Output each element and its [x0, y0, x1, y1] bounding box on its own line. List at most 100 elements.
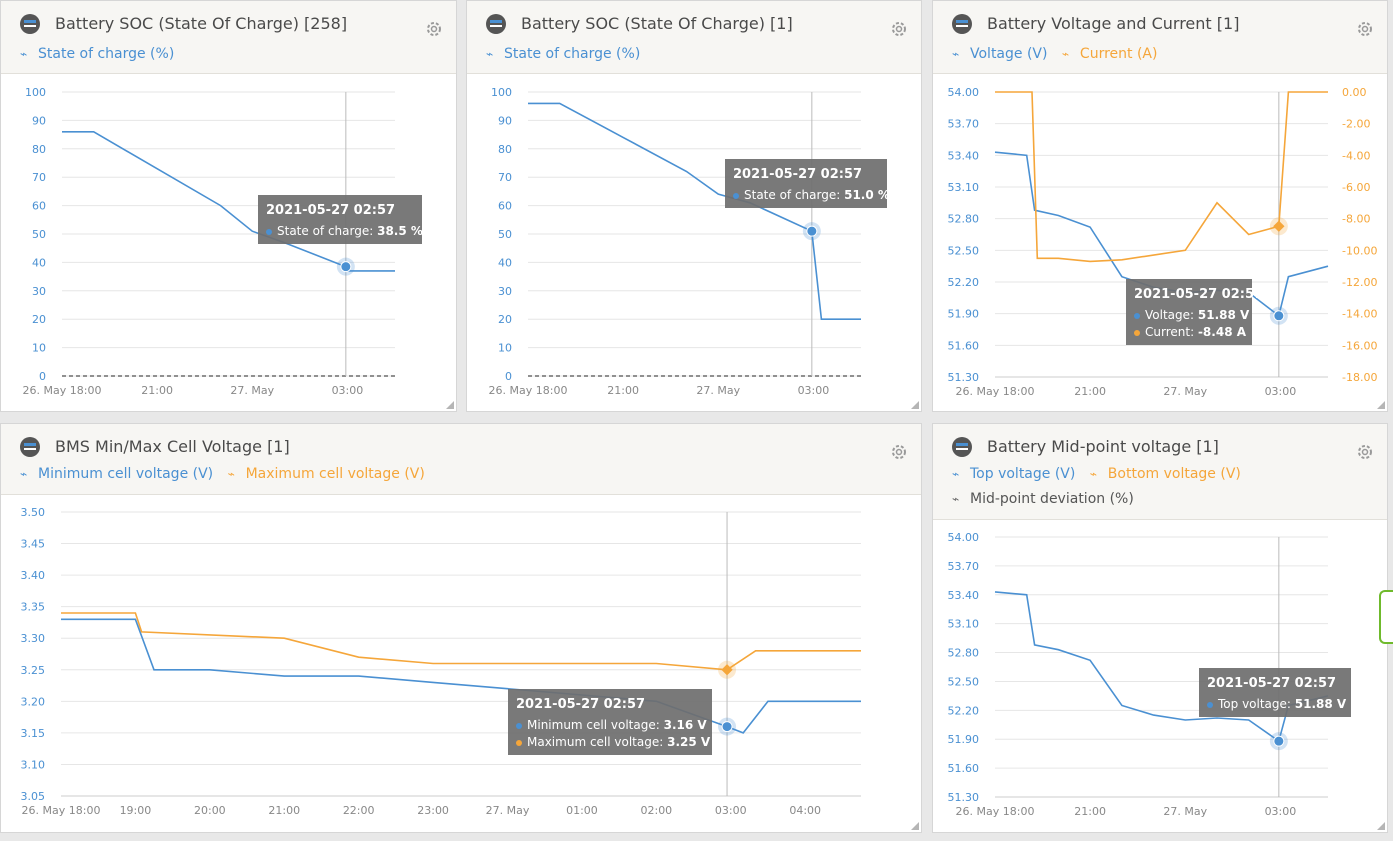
line-series-icon: ⌁	[952, 47, 960, 61]
gear-icon[interactable]	[890, 443, 908, 461]
chart-tooltip: 2021-05-27 02:57 State of charge: 38.5 %	[258, 195, 423, 244]
tooltip-value: -8.48 A	[1197, 325, 1247, 339]
x-tick-label: 19:00	[120, 804, 152, 817]
chart-area: 3.50 3.45 3.40 3.35 3.30 3.25 3.20 3.15 3.10 3.05…	[21, 506, 861, 817]
line-series-icon: ⌁	[227, 467, 235, 481]
resize-handle[interactable]	[911, 401, 919, 409]
x-tick-label: 03:00	[715, 804, 747, 817]
gear-icon[interactable]	[1356, 20, 1374, 38]
victron-logo-icon	[20, 14, 40, 34]
line-series-icon: ⌁	[1061, 47, 1070, 61]
legend-item[interactable]: ⌁ Current (A)	[1062, 46, 1158, 62]
legend-item[interactable]: ⌁ Top voltage (V)	[952, 466, 1075, 482]
y-tick-label: 52.80	[948, 647, 980, 660]
resize-handle[interactable]	[1377, 822, 1385, 830]
legend-item[interactable]: ⌁ Voltage (V)	[952, 46, 1047, 62]
legend-label: Mid-point deviation (%)	[970, 491, 1134, 507]
gear-icon[interactable]	[890, 20, 908, 38]
legend-item[interactable]: ⌁ State of charge (%)	[20, 46, 174, 62]
y-tick-label: 52.50	[948, 244, 980, 257]
y-tick-label: 3.25	[21, 664, 46, 677]
tooltip-time: 2021-05-27 02:57	[266, 203, 396, 218]
series-dot-icon	[1134, 329, 1140, 336]
y-tick-label: 70	[32, 171, 46, 184]
resize-handle[interactable]	[446, 401, 454, 409]
y-tick-label: 3.10	[21, 758, 46, 771]
y-tick-label: 3.40	[21, 569, 46, 582]
x-tick-label: 26. May 18:00	[956, 805, 1035, 818]
victron-logo-icon	[20, 437, 40, 457]
hover-marker	[1273, 735, 1285, 747]
series-line	[994, 591, 1329, 743]
side-feedback-tab[interactable]	[1379, 590, 1393, 644]
y2-tick-label: -4.00	[1342, 149, 1370, 162]
tooltip-time: 2021-05-27 02:57	[1134, 287, 1264, 302]
y-tick-label: 40	[32, 256, 46, 269]
panel-battery-soc-1: Battery SOC (State Of Charge) [1] ⌁ State…	[466, 0, 922, 412]
y-tick-label: 60	[498, 200, 512, 213]
x-tick-label: 21:00	[141, 384, 173, 397]
line-series-icon: ⌁	[952, 492, 960, 506]
tooltip-row: Maximum cell voltage: 3.25 V	[516, 735, 710, 749]
x-tick-label: 21:00	[1074, 805, 1106, 818]
x-tick-label: 26. May 18:00	[489, 384, 568, 397]
victron-logo-icon	[952, 14, 972, 34]
y-tick-label: 3.45	[21, 538, 46, 551]
legend-label: Maximum cell voltage (V)	[245, 466, 425, 482]
series-line	[61, 618, 861, 734]
chart-legend: ⌁ Top voltage (V) ⌁ Bottom voltage (V)	[952, 466, 1251, 482]
legend-item[interactable]: ⌁ Minimum cell voltage (V)	[20, 466, 213, 482]
series-line	[995, 91, 1328, 263]
gear-icon[interactable]	[1356, 443, 1374, 461]
tooltip-value: 3.25 V	[667, 735, 711, 749]
x-tick-label: 22:00	[343, 804, 375, 817]
series-dot-icon	[1207, 701, 1213, 708]
y-tick-label: 20	[498, 313, 512, 326]
x-tick-label: 27. May	[1163, 805, 1207, 818]
y-tick-label: 51.90	[948, 733, 980, 746]
panel-title: Battery Mid-point voltage [1]	[987, 437, 1219, 456]
line-series-icon: ⌁	[20, 47, 28, 61]
chart-legend: ⌁ Mid-point deviation (%)	[952, 491, 1144, 507]
y2-tick-label: -16.00	[1342, 339, 1377, 352]
series-dot-icon	[733, 192, 739, 199]
y-tick-label: 3.50	[21, 506, 46, 519]
tooltip-value: 38.5 %	[377, 224, 423, 238]
y2-tick-label: -14.00	[1342, 308, 1377, 321]
y-tick-label: 54.00	[948, 86, 980, 99]
y-tick-label: 3.15	[21, 727, 46, 740]
y-tick-label: 53.10	[948, 618, 980, 631]
legend-item[interactable]: ⌁ Bottom voltage (V)	[1090, 466, 1241, 482]
x-tick-label: 26. May 18:00	[23, 384, 102, 397]
x-tick-label: 27. May	[696, 384, 740, 397]
panel-title: BMS Min/Max Cell Voltage [1]	[55, 437, 290, 456]
y-tick-label: 52.20	[948, 704, 980, 717]
y-tick-label: 40	[498, 256, 512, 269]
resize-handle[interactable]	[911, 822, 919, 830]
chart-tooltip: 2021-05-27 02:57 Minimum cell voltage: 3…	[508, 689, 712, 755]
legend-item[interactable]: ⌁ Mid-point deviation (%)	[952, 491, 1134, 507]
hover-marker	[721, 721, 733, 733]
y-tick-label: 80	[32, 143, 46, 156]
y2-tick-label: -10.00	[1342, 244, 1377, 257]
x-tick-label: 27. May	[230, 384, 274, 397]
legend-item[interactable]: ⌁ State of charge (%)	[486, 46, 640, 62]
x-tick-label: 01:00	[566, 804, 598, 817]
y-tick-label: 90	[498, 114, 512, 127]
series-line	[61, 612, 861, 671]
x-tick-label: 26. May 18:00	[22, 804, 101, 817]
y-tick-label: 0	[39, 370, 46, 383]
y-tick-label: 3.35	[21, 601, 46, 614]
y-tick-label: 70	[498, 171, 512, 184]
chart-legend: ⌁ State of charge (%)	[486, 46, 650, 62]
y-tick-label: 3.20	[21, 695, 46, 708]
resize-handle[interactable]	[1377, 401, 1385, 409]
gear-icon[interactable]	[425, 20, 443, 38]
tooltip-label: Top voltage:	[1218, 697, 1291, 711]
panel-battery-midpoint: Battery Mid-point voltage [1] ⌁ Top volta…	[932, 423, 1388, 833]
y-tick-label: 51.30	[948, 371, 980, 384]
y2-tick-label: -8.00	[1342, 213, 1370, 226]
legend-item[interactable]: ⌁ Maximum cell voltage (V)	[228, 466, 425, 482]
x-tick-label: 03:00	[1265, 805, 1297, 818]
x-tick-label: 26. May 18:00	[956, 385, 1035, 398]
